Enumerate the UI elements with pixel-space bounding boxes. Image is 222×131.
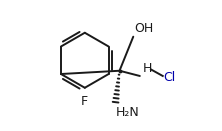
Text: H₂N: H₂N xyxy=(116,106,140,119)
Text: Cl: Cl xyxy=(163,71,176,84)
Text: F: F xyxy=(81,95,88,108)
Text: OH: OH xyxy=(134,22,153,35)
Text: H: H xyxy=(143,62,152,75)
